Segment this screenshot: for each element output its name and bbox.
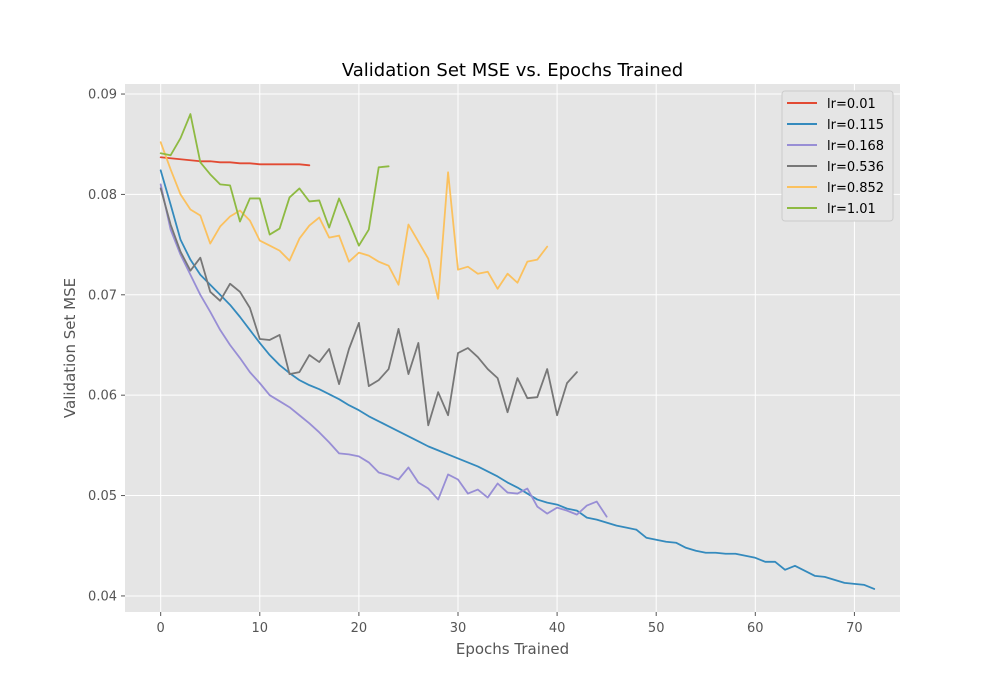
x-tick-label: 20 bbox=[351, 621, 368, 636]
series-line-lr-0-115 bbox=[159, 169, 876, 590]
y-axis-label: Validation Set MSE bbox=[61, 278, 79, 418]
series-lines bbox=[159, 113, 876, 590]
series-line-lr-0-01 bbox=[159, 156, 311, 167]
chart-title: Validation Set MSE vs. Epochs Trained bbox=[342, 60, 683, 81]
legend-label: lr=0.536 bbox=[827, 160, 884, 175]
x-tick-label: 40 bbox=[549, 621, 566, 636]
series-line-lr-0-852 bbox=[159, 141, 549, 300]
y-tick-label: 0.04 bbox=[88, 589, 117, 604]
y-tick-label: 0.08 bbox=[88, 188, 117, 203]
plot-area bbox=[125, 84, 900, 612]
y-tick-label: 0.06 bbox=[88, 389, 117, 404]
series-line-lr-0-168 bbox=[159, 183, 608, 518]
legend-label: lr=0.115 bbox=[827, 118, 884, 133]
series-line-lr-1-01 bbox=[159, 113, 390, 247]
axis-ticks: 0 10 20 30 40 50 60 70 0.04 0.05 0.06 0.07 0.08 0.09 bbox=[88, 88, 863, 636]
legend-label: lr=0.01 bbox=[827, 97, 876, 112]
x-tick-label: 30 bbox=[450, 621, 467, 636]
x-tick-label: 0 bbox=[157, 621, 165, 636]
x-tick-label: 50 bbox=[648, 621, 665, 636]
y-tick-label: 0.09 bbox=[88, 88, 117, 103]
y-tick-label: 0.05 bbox=[88, 489, 117, 504]
x-tick-label: 70 bbox=[846, 621, 863, 636]
x-axis-label: Epochs Trained bbox=[456, 640, 569, 658]
legend-label: lr=1.01 bbox=[827, 202, 876, 217]
legend: lr=0.01 lr=0.115 lr=0.168 lr=0.536 lr=0.852 l… bbox=[781, 90, 894, 222]
legend-label: lr=0.852 bbox=[827, 181, 884, 196]
x-tick-label: 10 bbox=[252, 621, 269, 636]
x-tick-label: 60 bbox=[747, 621, 764, 636]
y-tick-label: 0.07 bbox=[88, 288, 117, 303]
series-line-lr-0-536 bbox=[159, 187, 578, 427]
legend-label: lr=0.168 bbox=[827, 139, 884, 154]
